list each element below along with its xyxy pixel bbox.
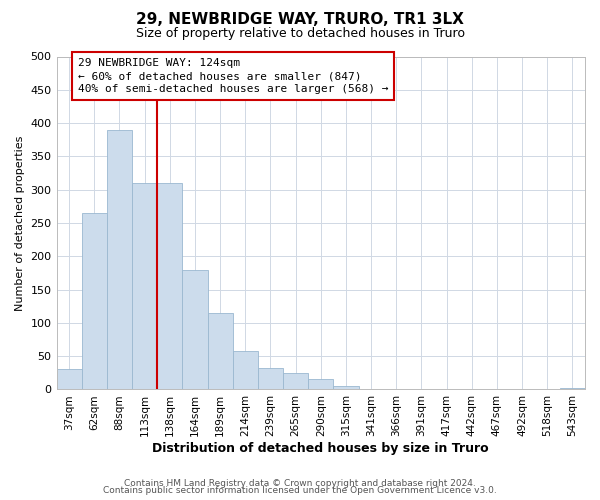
- Bar: [208, 313, 233, 390]
- Bar: [107, 130, 132, 390]
- Bar: [233, 351, 258, 390]
- Bar: [308, 380, 334, 390]
- Bar: [157, 183, 182, 390]
- Bar: [56, 370, 82, 390]
- Text: Size of property relative to detached houses in Truro: Size of property relative to detached ho…: [136, 28, 464, 40]
- Bar: [258, 368, 283, 390]
- X-axis label: Distribution of detached houses by size in Truro: Distribution of detached houses by size …: [152, 442, 489, 455]
- Bar: [82, 213, 107, 390]
- Bar: [283, 373, 308, 390]
- Bar: [560, 388, 585, 390]
- Y-axis label: Number of detached properties: Number of detached properties: [15, 136, 25, 310]
- Bar: [334, 386, 359, 390]
- Text: 29 NEWBRIDGE WAY: 124sqm
← 60% of detached houses are smaller (847)
40% of semi-: 29 NEWBRIDGE WAY: 124sqm ← 60% of detach…: [78, 58, 388, 94]
- Bar: [132, 183, 157, 390]
- Text: Contains public sector information licensed under the Open Government Licence v3: Contains public sector information licen…: [103, 486, 497, 495]
- Text: 29, NEWBRIDGE WAY, TRURO, TR1 3LX: 29, NEWBRIDGE WAY, TRURO, TR1 3LX: [136, 12, 464, 28]
- Bar: [182, 270, 208, 390]
- Text: Contains HM Land Registry data © Crown copyright and database right 2024.: Contains HM Land Registry data © Crown c…: [124, 478, 476, 488]
